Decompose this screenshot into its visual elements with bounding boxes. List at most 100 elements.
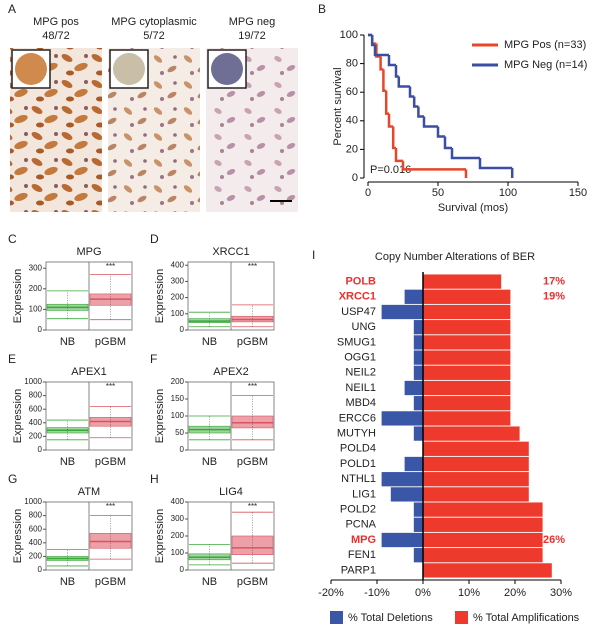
survival-step xyxy=(436,126,445,138)
y-tick-label: 300 xyxy=(171,277,185,286)
y-tick-label: 0 xyxy=(180,325,185,334)
category-label: OGG1 xyxy=(344,352,376,364)
panel-label: G xyxy=(8,472,17,486)
category-label: PCNA xyxy=(345,519,376,531)
y-tick-label: 300 xyxy=(29,263,43,272)
bar xyxy=(381,472,423,487)
survival-step xyxy=(478,157,513,170)
category-label: MPG xyxy=(351,534,376,546)
x-tick-label: NB xyxy=(60,576,75,588)
x-tick-label: NB xyxy=(60,336,75,348)
legend-label: % Total Deletions xyxy=(348,612,433,624)
y-tick-label: 60 xyxy=(346,86,358,98)
y-tick-label: 0 xyxy=(352,172,358,184)
y-axis-label: Expression xyxy=(154,509,166,563)
bar xyxy=(423,426,520,441)
bar xyxy=(413,320,423,335)
x-tick-label: pGBM xyxy=(237,576,268,588)
bar xyxy=(423,502,543,517)
x-tick-label: 50 xyxy=(432,187,444,199)
bar xyxy=(404,456,423,472)
survival-step xyxy=(417,106,424,118)
y-tick-label: 0 xyxy=(38,445,43,454)
x-tick-label: pGBM xyxy=(95,336,126,348)
category-label: NEIL2 xyxy=(345,367,376,379)
bar xyxy=(423,472,529,487)
inset-core xyxy=(211,53,243,85)
chart-title: APEX1 xyxy=(71,366,106,378)
significance: *** xyxy=(106,262,115,271)
annotation: P=0.016 xyxy=(370,164,411,176)
bar xyxy=(413,517,423,532)
chart-title: Copy Number Alterations of BER xyxy=(375,251,535,263)
bar xyxy=(423,411,511,426)
bar xyxy=(423,548,543,563)
x-axis-label: Survival (mos) xyxy=(438,202,508,214)
significance: *** xyxy=(106,382,115,391)
survival-step xyxy=(391,126,396,150)
value-label: 17% xyxy=(543,276,565,288)
bar xyxy=(413,548,423,563)
bar xyxy=(423,380,511,396)
y-tick-label: 100 xyxy=(171,309,185,318)
y-tick-label: 0 xyxy=(38,325,43,334)
y-tick-label: 300 xyxy=(171,514,185,523)
panel-label: A xyxy=(8,2,16,16)
x-tick-label: 30% xyxy=(550,587,572,599)
y-tick-label: 600 xyxy=(29,524,43,533)
y-axis-label: Expression xyxy=(154,389,166,443)
bar xyxy=(423,320,511,335)
bar xyxy=(423,350,511,365)
panel-label: F xyxy=(150,352,157,366)
category-label: NEIL1 xyxy=(345,382,376,394)
legend-label: MPG Neg (n=14) xyxy=(504,59,587,71)
panel-label: D xyxy=(150,232,159,246)
image-count: 5/72 xyxy=(143,30,164,42)
bar xyxy=(413,335,423,350)
panel-label: I xyxy=(312,248,315,262)
survival-step xyxy=(382,69,387,93)
y-tick-label: 1000 xyxy=(24,497,42,506)
y-tick-label: 800 xyxy=(29,511,43,520)
inset-core xyxy=(113,53,145,85)
y-tick-label: 200 xyxy=(171,293,185,302)
significance: *** xyxy=(248,502,257,511)
x-tick-label: NB xyxy=(202,576,217,588)
y-tick-label: 20 xyxy=(346,143,358,155)
x-tick-label: 150 xyxy=(569,187,587,199)
image-count: 48/72 xyxy=(42,30,70,42)
bar xyxy=(413,502,423,517)
y-tick-label: 100 xyxy=(340,29,358,41)
y-tick-label: 0 xyxy=(180,445,185,454)
bar xyxy=(413,426,423,441)
x-tick-label: -20% xyxy=(318,587,344,599)
x-tick-label: NB xyxy=(202,336,217,348)
y-axis-label: Percent survival xyxy=(332,67,344,145)
y-axis-label: Expression xyxy=(154,269,166,323)
x-tick-label: -10% xyxy=(364,587,390,599)
inset-core xyxy=(15,53,47,85)
y-tick-label: 100 xyxy=(29,305,43,314)
y-tick-label: 200 xyxy=(171,377,185,386)
survival-step xyxy=(375,43,381,58)
y-tick-label: 400 xyxy=(171,260,185,269)
value-label: 19% xyxy=(543,291,565,303)
x-tick-label: pGBM xyxy=(95,456,126,468)
bar xyxy=(423,304,511,320)
y-tick-label: 0 xyxy=(38,565,43,574)
category-label: POLB xyxy=(345,276,376,288)
bar xyxy=(423,441,529,456)
category-label: UNG xyxy=(352,321,376,333)
x-tick-label: pGBM xyxy=(237,456,268,468)
chart-title: XRCC1 xyxy=(212,246,249,258)
x-tick-label: 0 xyxy=(365,187,371,199)
y-tick-label: 0 xyxy=(180,565,185,574)
bar xyxy=(423,563,552,578)
panel-label: E xyxy=(8,352,16,366)
category-label: POLD2 xyxy=(340,504,376,516)
bar xyxy=(381,304,423,320)
chart-title: APEX2 xyxy=(213,366,248,378)
survival-step xyxy=(379,56,384,71)
x-tick-label: NB xyxy=(60,456,75,468)
